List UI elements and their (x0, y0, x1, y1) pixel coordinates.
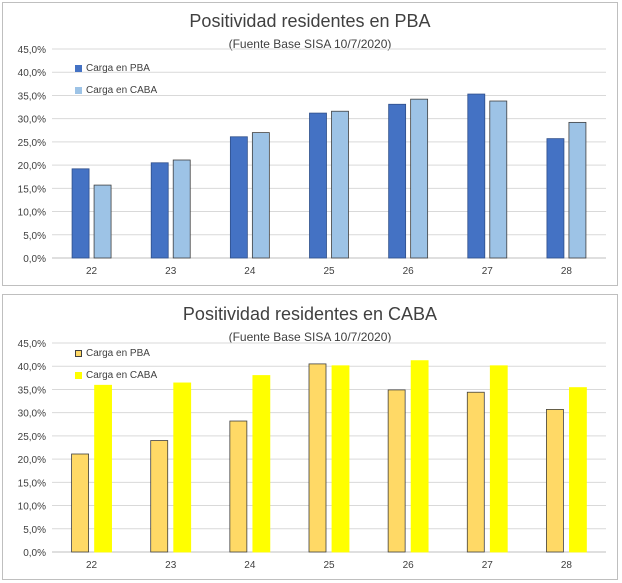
bar (71, 168, 90, 259)
legend-label: Carga en CABA (86, 84, 158, 96)
bar (252, 375, 271, 553)
chart-legend: Carga en PBA Carga en CABA (75, 342, 157, 386)
x-tick-label: 27 (482, 560, 494, 571)
legend-item: Carga en CABA (75, 364, 157, 386)
legend-label: Carga en PBA (86, 347, 150, 359)
y-tick-label: 25,0% (18, 432, 46, 443)
bar (410, 98, 429, 259)
bar (229, 136, 248, 259)
chart-subtitle: (Fuente Base SISA 10/7/2020) (228, 330, 392, 344)
bar (489, 365, 508, 553)
y-tick-label: 10,0% (18, 502, 46, 513)
legend-label: Carga en CABA (86, 369, 158, 381)
chart-subtitle: (Fuente Base SISA 10/7/2020) (228, 37, 392, 51)
y-tick-label: 15,0% (18, 184, 46, 195)
x-tick-label: 27 (482, 266, 494, 277)
y-tick-label: 0,0% (23, 254, 46, 265)
y-tick-label: 0,0% (23, 548, 46, 559)
x-tick-label: 28 (561, 266, 573, 277)
legend-swatch (75, 64, 82, 72)
x-tick-label: 25 (323, 560, 335, 571)
bar (94, 384, 112, 553)
x-tick-label: 28 (561, 560, 573, 571)
x-tick-label: 23 (165, 266, 177, 277)
bar (546, 138, 565, 259)
y-tick-label: 40,0% (18, 362, 46, 373)
bar (331, 365, 350, 553)
legend-item: Carga en CABA (75, 79, 157, 101)
y-tick-label: 5,0% (23, 231, 46, 242)
bar (387, 389, 406, 553)
bar (71, 453, 89, 553)
bar (308, 363, 327, 553)
chart-title: Positividad residentes en CABA (182, 304, 438, 324)
x-tick-label: 26 (403, 266, 415, 277)
bar-chart-caba: 0,0% 5,0% 10,0% 15,0% 20,0% 25,0% 30,0% 35,0% 40… (18, 339, 606, 571)
y-tick-label: 35,0% (18, 385, 46, 396)
bar (331, 110, 349, 259)
y-tick-label: 5,0% (23, 525, 46, 536)
legend-item: Carga en PBA (75, 342, 157, 364)
bar (410, 360, 429, 553)
legend-item: Carga en PBA (75, 57, 157, 79)
y-tick-label: 30,0% (18, 115, 46, 126)
y-tick-label: 20,0% (18, 455, 46, 466)
bar (251, 132, 270, 259)
y-tick-label: 25,0% (18, 138, 46, 149)
bar (309, 112, 327, 259)
x-tick-label: 22 (86, 560, 98, 571)
y-tick-label: 45,0% (18, 339, 46, 350)
chart-legend: Carga en PBA Carga en CABA (75, 57, 157, 101)
x-tick-label: 24 (244, 266, 256, 277)
bar (466, 391, 485, 553)
y-tick-label: 35,0% (18, 91, 46, 102)
y-tick-label: 40,0% (18, 68, 46, 79)
bar (569, 387, 587, 553)
chart-title: Positividad residentes en PBA (189, 11, 431, 31)
legend-swatch (75, 371, 82, 379)
bar (150, 162, 169, 259)
bar (172, 159, 191, 259)
bar (546, 409, 564, 553)
bar (467, 93, 486, 259)
x-tick-label: 22 (86, 266, 98, 277)
y-tick-label: 10,0% (18, 208, 46, 219)
bar (568, 121, 587, 259)
bar (489, 100, 508, 259)
x-tick-label: 24 (244, 560, 256, 571)
chart-panel-caba: Positividad residentes en CABA (Fuente B… (2, 294, 618, 580)
chart-panel-pba: Positividad residentes en PBA (Fuente Ba… (2, 2, 618, 286)
bar (388, 103, 407, 259)
bar-chart-pba: 0,0% 5,0% 10,0% 15,0% 20,0% 25,0% 30,0% 35,0% 40… (18, 45, 606, 277)
y-tick-label: 30,0% (18, 409, 46, 420)
bar (150, 440, 169, 553)
bar (173, 382, 192, 553)
legend-swatch (75, 86, 82, 94)
legend-label: Carga en PBA (86, 62, 150, 74)
bar (229, 420, 248, 553)
bar (93, 184, 112, 259)
y-tick-label: 20,0% (18, 161, 46, 172)
legend-swatch (75, 349, 82, 357)
y-tick-label: 15,0% (18, 478, 46, 489)
x-tick-label: 23 (165, 560, 177, 571)
y-tick-label: 45,0% (18, 45, 46, 56)
x-tick-label: 25 (323, 266, 335, 277)
x-tick-label: 26 (403, 560, 415, 571)
